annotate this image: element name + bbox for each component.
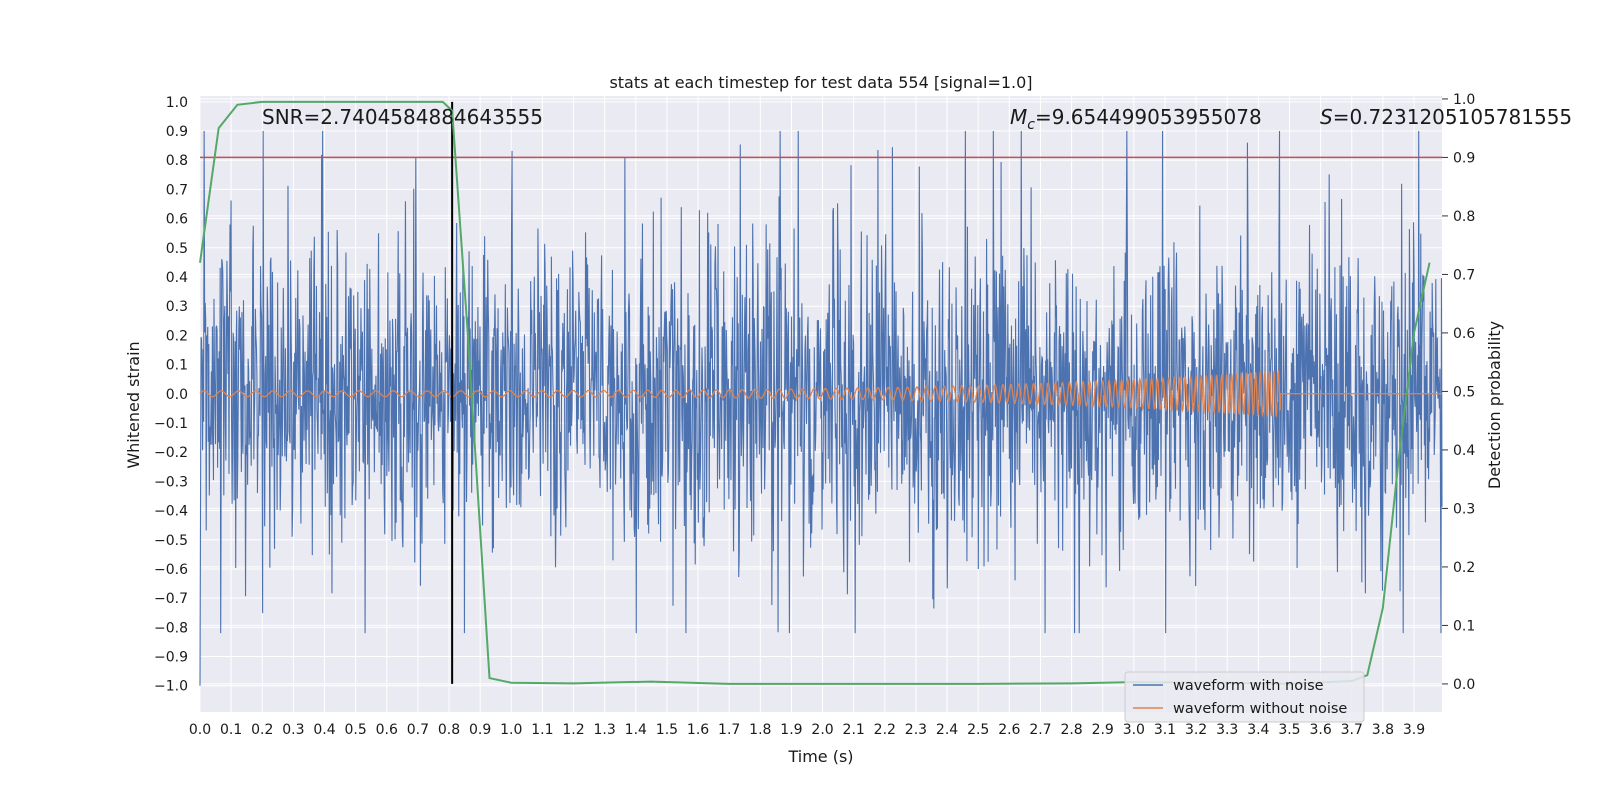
y2-tick-label: 0.8 [1453,209,1475,225]
y-tick-label: 0.5 [166,241,188,257]
y-axis-label: Whitened strain [124,341,143,468]
x-tick-label: 3.8 [1372,722,1394,738]
x-tick-label: 2.0 [811,722,833,738]
y2-tick-label: 0.5 [1453,384,1475,400]
x-tick-label: 3.1 [1154,722,1176,738]
x-tick-label: 2.3 [905,722,927,738]
y-tick-label: −0.6 [154,562,188,578]
y-tick-label: −0.3 [154,474,188,490]
waveform-with-noise-line [199,131,1443,686]
mc-annotation: Mc=9.654499053955078 [1010,105,1262,133]
x-tick-label: 3.7 [1341,722,1363,738]
y-tick-label: 0.8 [166,153,188,169]
x-tick-label: 2.4 [936,722,958,738]
x-tick-label: 2.6 [998,722,1020,738]
y2-tick-label: 0.1 [1453,618,1475,634]
x-tick-label: 1.4 [625,722,647,738]
x-tick-label: 1.1 [531,722,553,738]
y-tick-label: −0.1 [154,416,188,432]
chart-title: stats at each timestep for test data 554… [609,73,1032,92]
ticks-layer: 0.0 0.1 0.2 0.3 0.4 0.5 0.6 0.7 0.8 0.9 1.0 1.1 1.2 1… [154,92,1475,738]
x-tick-label: 2.5 [967,722,989,738]
x-tick-label: 0.0 [189,722,211,738]
y-tick-label: 0.9 [166,124,188,140]
legend-label-noisy: waveform with noise [1173,678,1324,694]
x-tick-label: 3.0 [1123,722,1145,738]
y-tick-label: −0.2 [154,445,188,461]
y-tick-label: −0.5 [154,533,188,549]
x-tick-label: 0.1 [220,722,242,738]
y2-axis-label: Detection probability [1485,321,1504,489]
x-tick-label: 3.6 [1309,722,1331,738]
x-tick-label: 3.2 [1185,722,1207,738]
y-tick-label: 0.4 [166,270,188,286]
x-tick-label: 0.3 [282,722,304,738]
y-tick-label: 0.3 [166,299,188,315]
y-tick-label: 0.6 [166,212,188,228]
x-tick-label: 1.9 [780,722,802,738]
y2-tick-label: 0.4 [1453,443,1475,459]
snr-annotation: SNR=2.7404584884643555 [262,105,543,129]
legend-box [1124,671,1365,723]
y-tick-label: 0.2 [166,328,188,344]
x-tick-label: 3.4 [1247,722,1269,738]
x-tick-label: 2.1 [843,722,865,738]
x-tick-label: 1.6 [687,722,709,738]
y-tick-label: −1.0 [154,679,188,695]
x-tick-label: 0.8 [438,722,460,738]
x-tick-label: 0.6 [376,722,398,738]
waveform-without-noise-line [199,370,1442,418]
x-tick-label: 1.8 [749,722,771,738]
y-tick-label: 0.7 [166,182,188,198]
x-tick-label: 3.3 [1216,722,1238,738]
x-tick-label: 1.7 [718,722,740,738]
x-axis-label: Time (s) [787,747,853,766]
x-tick-label: 0.4 [313,722,335,738]
x-tick-label: 3.9 [1403,722,1425,738]
y-tick-label: 0.1 [166,358,188,374]
y-tick-label: 1.0 [166,95,188,111]
legend-label-clean: waveform without noise [1173,701,1347,717]
x-tick-label: 0.5 [345,722,367,738]
x-tick-label: 1.3 [594,722,616,738]
y2-tick-label: 0.7 [1453,267,1475,283]
x-tick-label: 1.0 [500,722,522,738]
y-tick-label: −0.4 [154,504,188,520]
x-tick-label: 0.7 [407,722,429,738]
x-tick-label: 3.5 [1278,722,1300,738]
clean-waveform-layer [199,370,1442,418]
y-tick-label: −0.7 [154,591,188,607]
x-tick-label: 2.7 [1029,722,1051,738]
x-tick-label: 0.2 [251,722,273,738]
noisy-waveform-layer [199,131,1443,686]
y2-tick-label: 0.9 [1453,150,1475,166]
x-tick-label: 2.8 [1060,722,1082,738]
legend: waveform with noise waveform without noi… [1124,671,1365,723]
y2-tick-label: 0.0 [1453,677,1475,693]
x-tick-label: 2.2 [874,722,896,738]
y-tick-label: −0.9 [154,650,188,666]
y-tick-label: 0.0 [166,387,188,403]
y2-tick-label: 1.0 [1453,92,1475,108]
x-tick-label: 0.9 [469,722,491,738]
x-tick-label: 1.2 [562,722,584,738]
x-tick-label: 1.5 [656,722,678,738]
y2-tick-label: 0.6 [1453,326,1475,342]
x-tick-label: 2.9 [1092,722,1114,738]
y-tick-label: −0.8 [154,620,188,636]
y2-tick-label: 0.2 [1453,560,1475,576]
y2-tick-label: 0.3 [1453,501,1475,517]
s-annotation: S=0.7231205105781555 [1320,105,1572,129]
